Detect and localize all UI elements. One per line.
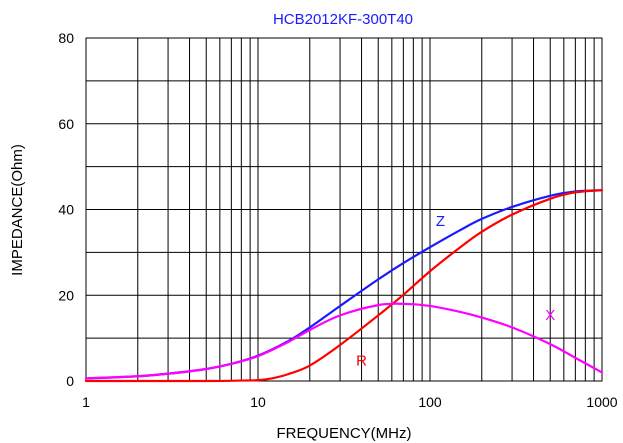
series-line-z [84, 189, 604, 380]
x-tick-label: 1 [82, 394, 90, 410]
series-line-x [84, 302, 604, 380]
series-label-z: Z [436, 213, 445, 230]
series-lines [84, 189, 604, 383]
x-axis-ticks: 1 10 100 1000 [82, 394, 618, 410]
y-tick-label: 40 [58, 202, 74, 218]
y-tick-label: 80 [58, 30, 74, 46]
series-label-r: R [356, 353, 367, 370]
y-tick-label: 60 [58, 116, 74, 132]
y-axis-label: IMPEDANCE(Ohm) [9, 144, 26, 276]
x-tick-label: 1000 [586, 394, 617, 410]
series-label-x: X [545, 307, 555, 324]
x-tick-label: 100 [418, 394, 442, 410]
chart-title: HCB2012KF-300T40 [273, 11, 413, 28]
y-axis-ticks: 0 20 40 60 80 [58, 30, 74, 389]
y-tick-label: 0 [66, 373, 74, 389]
plot-frame [85, 37, 603, 382]
y-tick-label: 20 [58, 287, 74, 303]
series-line-r [84, 189, 604, 383]
series-labels: Z R X [356, 213, 555, 370]
grid [86, 38, 602, 381]
x-tick-label: 10 [250, 394, 266, 410]
x-axis-label: FREQUENCY(MHz) [277, 425, 412, 442]
